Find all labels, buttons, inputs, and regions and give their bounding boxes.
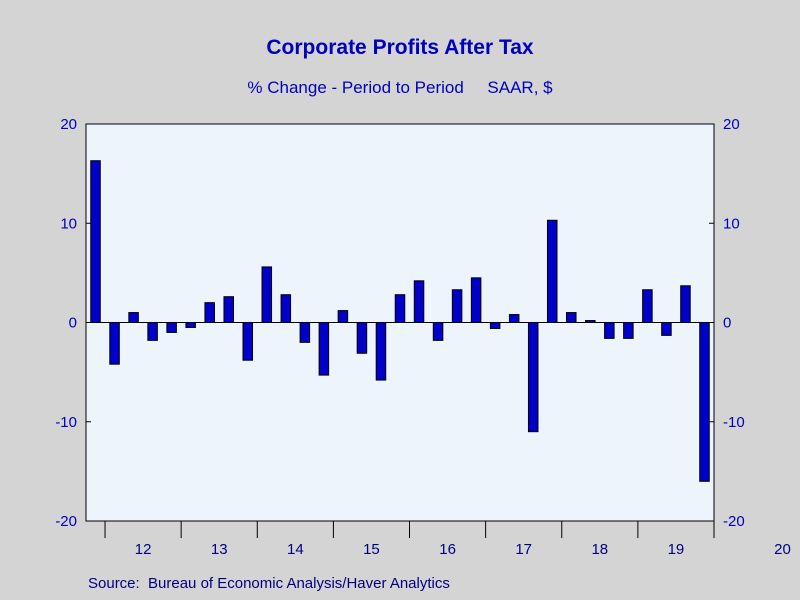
bar: [166, 322, 177, 333]
y-tick-label-left: -20: [55, 513, 77, 530]
bar: [527, 322, 539, 433]
bar: [261, 266, 273, 324]
x-tick-label: 15: [363, 541, 380, 558]
bar: [128, 312, 139, 324]
bar: [337, 310, 349, 323]
bar: [508, 314, 520, 323]
bar: [680, 285, 691, 323]
bar: [699, 322, 710, 482]
y-tick-label-right: 20: [723, 116, 740, 133]
y-tick-label-left: 20: [60, 116, 77, 133]
bar: [623, 322, 634, 339]
bar: [185, 322, 196, 328]
bar: [470, 277, 482, 323]
bar: [413, 280, 425, 323]
bar: [604, 322, 615, 339]
x-tick-label: 17: [515, 541, 532, 558]
x-tick-label: 13: [211, 541, 228, 558]
x-tick-label: 12: [135, 541, 152, 558]
bar: [356, 322, 368, 354]
chart-subtitle: % Change - Period to Period SAAR, $: [247, 78, 553, 97]
chart-source: Source: Bureau of Economic Analysis/Have…: [88, 575, 450, 592]
bar: [204, 302, 215, 323]
bar: [109, 322, 120, 365]
bar: [147, 322, 158, 341]
x-tick-label: 20: [774, 541, 791, 558]
y-tick-label-right: 0: [723, 315, 731, 332]
y-tick-label-left: 0: [69, 315, 77, 332]
bar: [318, 322, 330, 376]
bar: [642, 289, 653, 323]
chart-title: Corporate Profits After Tax: [266, 36, 534, 59]
bar: [280, 294, 292, 323]
bar: [451, 289, 463, 323]
bar: [661, 322, 672, 336]
y-tick-label-left: 10: [60, 215, 77, 232]
y-tick-label-right: -10: [723, 414, 745, 431]
bar: [566, 312, 577, 324]
bar: [375, 322, 387, 381]
x-tick-label: 14: [287, 541, 304, 558]
x-tick-label: 19: [668, 541, 685, 558]
bar: [394, 294, 406, 323]
y-tick-label-right: 10: [723, 215, 740, 232]
x-tick-label: 18: [591, 541, 608, 558]
bar: [299, 322, 311, 343]
x-tick-label: 16: [439, 541, 456, 558]
y-tick-label-left: -10: [55, 414, 77, 431]
bar: [90, 160, 101, 323]
bar: [489, 322, 501, 329]
bar: [432, 322, 444, 341]
y-tick-label-right: -20: [723, 513, 745, 530]
bar: [242, 322, 254, 361]
bar: [223, 296, 234, 324]
bar: [546, 219, 558, 324]
